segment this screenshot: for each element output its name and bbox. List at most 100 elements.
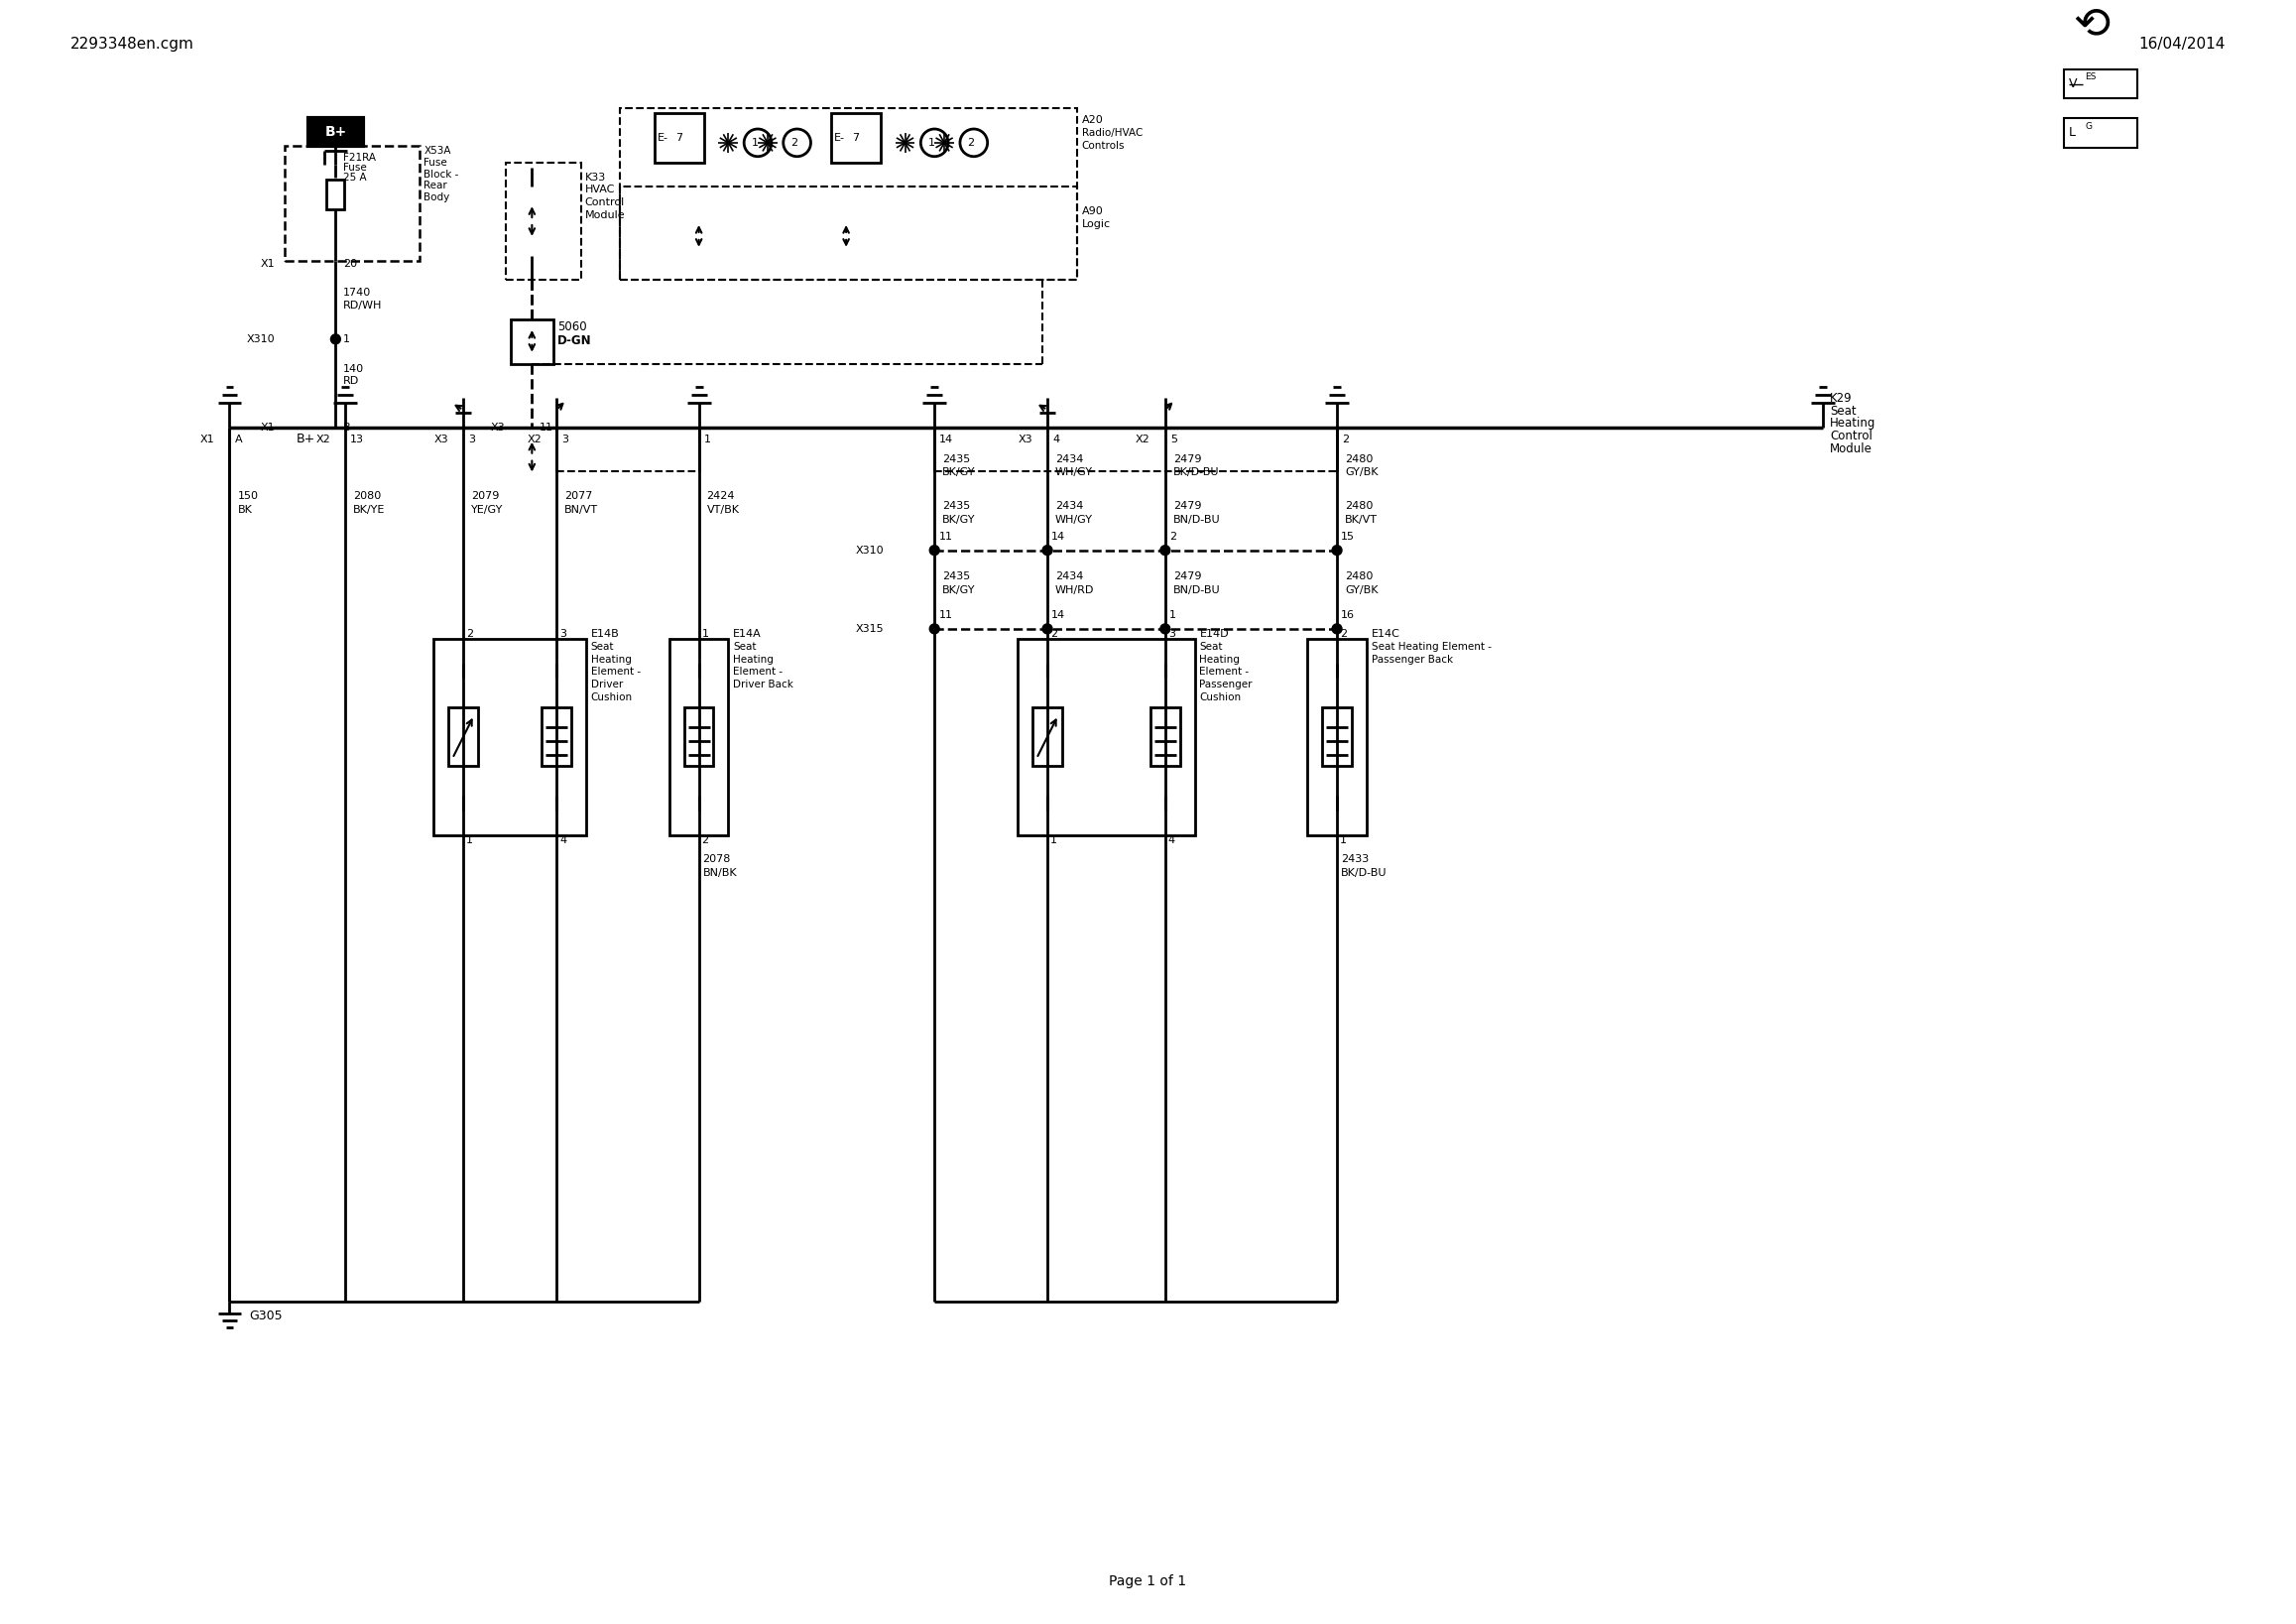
Text: BK/GY: BK/GY	[941, 468, 976, 477]
Text: X1: X1	[259, 258, 276, 268]
Text: 2480: 2480	[1345, 455, 1373, 464]
Text: VT/BK: VT/BK	[707, 505, 739, 515]
Text: Heating: Heating	[590, 654, 631, 664]
Text: 25 A: 25 A	[344, 172, 367, 182]
Text: RD: RD	[344, 377, 360, 387]
Text: Control: Control	[1830, 430, 1871, 443]
Text: 1: 1	[928, 138, 934, 148]
Text: 4: 4	[560, 835, 567, 844]
Circle shape	[1159, 624, 1171, 633]
Text: 20: 20	[344, 258, 358, 268]
Bar	[654, 114, 705, 162]
Text: Block -: Block -	[425, 169, 459, 179]
Text: Rear: Rear	[425, 180, 448, 192]
Text: B+: B+	[324, 125, 347, 140]
Text: Passenger: Passenger	[1199, 680, 1254, 690]
Text: BK/GY: BK/GY	[941, 586, 976, 596]
Text: Seat: Seat	[590, 641, 613, 651]
Text: 7: 7	[675, 133, 682, 143]
Circle shape	[1042, 546, 1052, 555]
Text: X3: X3	[491, 422, 505, 432]
Text: X53A: X53A	[425, 146, 452, 156]
Text: B: B	[344, 422, 351, 432]
Circle shape	[930, 546, 939, 555]
Text: GY/BK: GY/BK	[1345, 586, 1378, 596]
Bar	[684, 708, 714, 767]
Text: 2480: 2480	[1345, 502, 1373, 512]
Bar	[1150, 708, 1180, 767]
Bar	[670, 638, 728, 835]
Text: 2434: 2434	[1056, 455, 1084, 464]
Text: 140: 140	[344, 364, 365, 374]
Text: WH/GY: WH/GY	[1056, 468, 1093, 477]
Text: 4: 4	[1169, 835, 1176, 844]
Text: A: A	[234, 434, 241, 445]
Bar	[831, 114, 879, 162]
Text: X3: X3	[1017, 434, 1033, 445]
Text: 2: 2	[967, 138, 974, 148]
Text: 5: 5	[1171, 434, 1178, 445]
Circle shape	[1159, 546, 1171, 555]
Text: BN/D-BU: BN/D-BU	[1173, 586, 1219, 596]
Text: X3: X3	[434, 434, 448, 445]
Text: 1: 1	[344, 335, 351, 344]
Text: BK/YE: BK/YE	[354, 505, 386, 515]
Bar	[434, 638, 585, 835]
Circle shape	[1332, 624, 1341, 633]
Text: 2080: 2080	[354, 492, 381, 502]
Text: E14D: E14D	[1199, 628, 1228, 638]
Text: GY/BK: GY/BK	[1345, 468, 1378, 477]
Text: ES: ES	[2085, 73, 2096, 81]
Text: 2077: 2077	[565, 492, 592, 502]
Text: 2078: 2078	[703, 854, 730, 864]
Text: BK: BK	[236, 505, 253, 515]
Text: 11: 11	[939, 531, 953, 541]
Text: B+: B+	[296, 434, 315, 445]
Circle shape	[1332, 546, 1341, 555]
Text: 2435: 2435	[941, 572, 971, 581]
Text: 11: 11	[939, 611, 953, 620]
Text: Element -: Element -	[1199, 667, 1249, 677]
Text: WH/RD: WH/RD	[1056, 586, 1095, 596]
Bar	[2064, 70, 2138, 99]
Text: ⟲: ⟲	[2073, 3, 2110, 45]
Text: Element -: Element -	[732, 667, 783, 677]
Text: E14B: E14B	[590, 628, 620, 638]
Text: A20: A20	[1081, 115, 1104, 125]
Text: 2434: 2434	[1056, 502, 1084, 512]
Text: Heating: Heating	[732, 654, 774, 664]
Text: Heating: Heating	[1199, 654, 1240, 664]
Bar	[285, 146, 420, 260]
Bar	[1306, 638, 1366, 835]
Text: 11: 11	[540, 422, 553, 432]
Text: Driver: Driver	[590, 680, 622, 690]
Text: 3: 3	[468, 434, 475, 445]
Text: YE/GY: YE/GY	[471, 505, 503, 515]
Text: X1: X1	[200, 434, 214, 445]
Text: Cushion: Cushion	[590, 692, 634, 703]
Text: 1: 1	[1049, 835, 1056, 844]
Text: 2435: 2435	[941, 502, 971, 512]
Text: 2: 2	[1341, 628, 1348, 638]
Bar	[1322, 708, 1352, 767]
Text: X2: X2	[1137, 434, 1150, 445]
Text: 1740: 1740	[344, 287, 372, 297]
Text: 1: 1	[466, 835, 473, 844]
Text: 2: 2	[1341, 434, 1350, 445]
Bar	[326, 180, 344, 209]
Text: 14: 14	[1052, 531, 1065, 541]
Bar	[1017, 638, 1194, 835]
Text: Cushion: Cushion	[1199, 692, 1242, 703]
Text: 14: 14	[1052, 611, 1065, 620]
Text: RD/WH: RD/WH	[344, 300, 383, 310]
Text: Module: Module	[585, 211, 625, 221]
Text: BN/D-BU: BN/D-BU	[1173, 515, 1219, 525]
Text: 3: 3	[563, 434, 569, 445]
Text: Fuse: Fuse	[425, 158, 448, 167]
Text: Seat: Seat	[1199, 641, 1224, 651]
Text: X310: X310	[856, 546, 884, 555]
Text: 2479: 2479	[1173, 502, 1201, 512]
Text: X2: X2	[528, 434, 542, 445]
Text: 1: 1	[703, 628, 709, 638]
Text: 13: 13	[351, 434, 365, 445]
